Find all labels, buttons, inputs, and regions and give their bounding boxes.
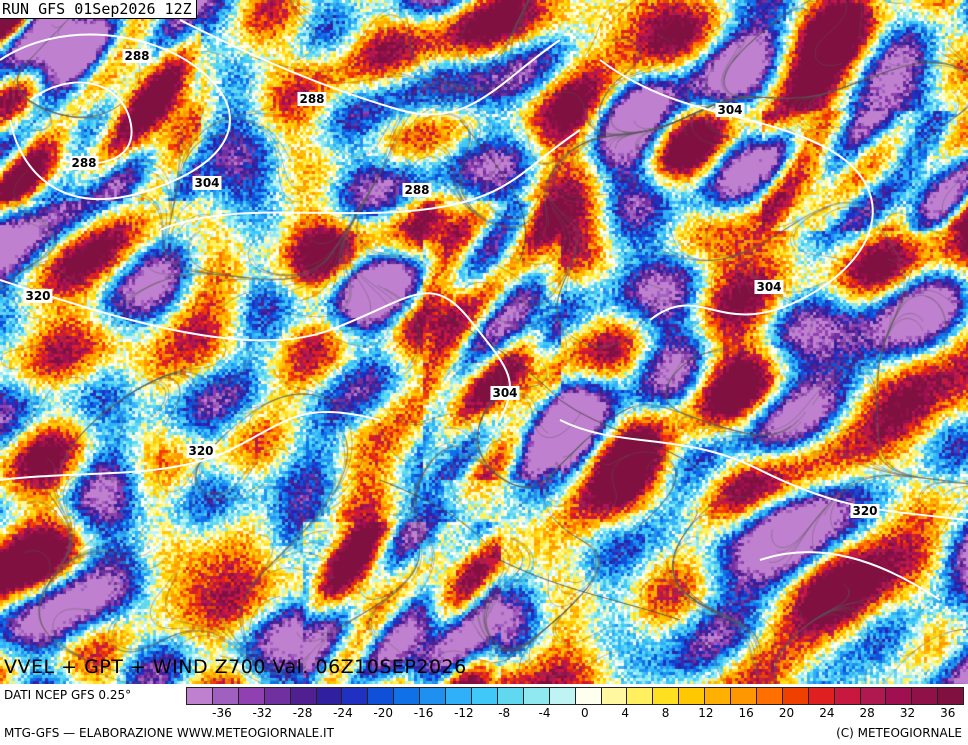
legend-swatch [912,687,939,705]
legend-swatch [705,687,732,705]
legend-swatch [264,687,291,705]
legend-swatch [446,687,472,705]
legend-ticks: -36 -32 -28 -24 -20 -16 -12 -8 -4 0 4 8 12 16 20 24 28 32… [186,706,964,722]
legend-swatch [549,687,576,705]
contour-label: 320 [186,444,216,458]
legend-tick-label: -36 [212,706,232,720]
legend-tick-label: 20 [778,706,795,720]
contour-label: 304 [192,176,222,190]
legend-swatch [679,687,706,705]
legend-tick-label: -28 [292,706,313,720]
run-label: RUN GFS 01Sep2026 12Z [0,0,197,19]
geopotential-contour [559,419,968,521]
legend-swatch [627,687,654,705]
legend-tick-label: 28 [859,706,875,720]
contour-label: 320 [850,504,880,518]
legend-swatch [316,687,343,705]
legend-swatch [394,687,421,705]
legend-swatch [860,687,887,705]
geopotential-contour [599,59,874,321]
legend-tick-label: -4 [538,706,551,720]
legend-tick-label: 8 [661,706,670,720]
legend-tick-label: 0 [581,706,589,720]
legend-tick-label: -16 [413,706,434,720]
legend-tick-label: -12 [454,706,474,720]
legend-swatch [238,687,265,705]
legend-tick-label: 12 [698,706,714,720]
map-title: VVEL + GPT + WIND Z700 Val. 06Z10SEP2026 [4,656,467,678]
geopotential-contour [29,81,133,165]
legend-swatch [420,687,447,705]
geopotential-contour [0,279,511,421]
legend-swatch [782,687,809,705]
legend-tick-label: -20 [373,706,394,720]
legend-tick-label: -24 [333,706,353,720]
legend-swatch [342,687,369,705]
legend-swatch [808,687,835,705]
contour-label: 288 [402,183,432,197]
contour-label: 288 [69,156,99,170]
legend-swatch [886,687,913,705]
contour-label: 304 [715,103,745,117]
geopotential-contour [179,19,561,116]
legend-swatch [938,687,965,705]
weather-map [0,0,968,684]
legend-swatch [186,687,213,705]
legend-swatch [756,687,783,705]
geopotential-contour [759,551,941,601]
legend-tick-label: 32 [899,706,916,720]
contour-label: 288 [297,92,327,106]
contour-label: 288 [122,49,152,63]
legend-swatch [523,687,550,705]
legend-swatch [290,687,317,705]
contour-label: 304 [490,386,520,400]
geopotential-contour [159,129,581,231]
geopotential-contour [0,33,231,201]
legend-swatch [497,687,524,705]
legend-swatch [471,687,498,705]
credit-text: MTG-GFS — ELABORAZIONE WWW.METEOGIORNALE… [4,726,334,740]
legend-swatch [834,687,861,705]
color-legend [186,687,965,705]
legend-tick-label: 24 [819,706,835,720]
contour-label: 304 [754,280,784,294]
legend-tick-label: 36 [940,706,956,720]
legend-swatch [653,687,680,705]
legend-swatch [601,687,628,705]
data-source: DATI NCEP GFS 0.25° [4,688,132,702]
legend-tick-label: 16 [738,706,754,720]
geopotential-contour [0,410,381,481]
legend-swatch [731,687,757,705]
map-overlay [0,0,968,684]
legend-tick-label: -32 [252,706,273,720]
legend-swatch [368,687,395,705]
contour-label: 320 [23,289,53,303]
legend-swatch [575,687,602,705]
legend-tick-label: -8 [498,706,511,720]
legend-tick-label: 4 [621,706,630,720]
legend-swatch [212,687,239,705]
copyright-text: (C) METEOGIORNALE [836,726,962,740]
